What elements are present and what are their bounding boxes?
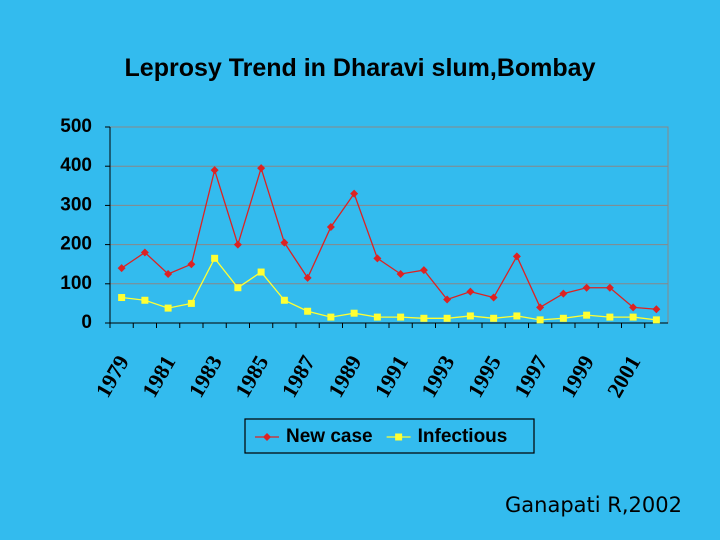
point [652,316,660,324]
point [117,264,126,273]
y-tick-label: 0 [81,312,92,333]
point [211,254,219,262]
y-tick-label: 400 [60,155,92,176]
point [583,311,591,319]
point [210,166,219,175]
x-tick-label: 1991 [369,351,413,402]
x-tick-label: 2001 [602,351,646,402]
point [629,313,637,321]
point [513,312,521,320]
point [606,313,614,321]
point [327,313,335,321]
point [443,314,451,322]
point [629,303,638,312]
point [559,289,568,298]
footer: Ganapati R,2002 [505,493,682,517]
x-tick-label: 1999 [555,351,599,402]
point [164,270,173,278]
x-tick-label: 1987 [276,351,320,402]
point [466,287,475,296]
point [280,296,288,304]
plot-area [109,126,669,324]
point [490,314,498,322]
legend: New case Infectious [244,418,535,454]
point [397,313,405,321]
point [326,222,335,231]
point [234,284,242,292]
point [443,295,452,304]
point [559,314,567,322]
point [582,283,591,292]
point [373,313,381,321]
point [373,254,382,263]
point [536,316,544,324]
x-tick-label: 1997 [509,351,553,402]
point [489,293,498,302]
point [605,283,614,292]
series-line [121,257,657,321]
x-tick-label: 1979 [90,351,134,402]
point [280,238,289,247]
x-tick-label: 1993 [416,351,460,402]
point [233,240,242,249]
x-tick-label: 1983 [183,351,227,402]
point [140,248,149,257]
legend-box [244,418,535,454]
point [512,252,521,261]
point [466,312,474,320]
point [420,314,428,322]
legend-label: New case [286,426,373,447]
legend-marker [263,433,271,441]
point [164,304,172,312]
y-tick-label: 200 [60,234,92,255]
point [257,268,265,276]
point [141,296,149,304]
point [652,305,661,314]
point [257,164,266,173]
point [118,294,126,302]
y-tick-label: 500 [60,116,92,137]
x-tick-label: 1989 [323,351,367,402]
chart-title: Leprosy Trend in Dharavi slum,Bombay [125,54,596,82]
point [419,266,428,275]
point [187,260,196,269]
point [187,299,195,307]
point [536,303,545,312]
point [303,273,312,282]
x-tick-label: 1985 [230,351,274,402]
point [350,309,358,317]
point [350,189,359,198]
y-tick-label: 100 [60,273,92,294]
legend-marker [395,433,403,441]
x-tick-label: 1981 [137,351,181,402]
legend-label: Infectious [418,426,508,447]
y-tick-label: 300 [60,194,92,215]
point [304,307,312,315]
series-line [121,165,657,310]
x-tick-label: 1995 [462,351,506,402]
point [396,270,405,278]
